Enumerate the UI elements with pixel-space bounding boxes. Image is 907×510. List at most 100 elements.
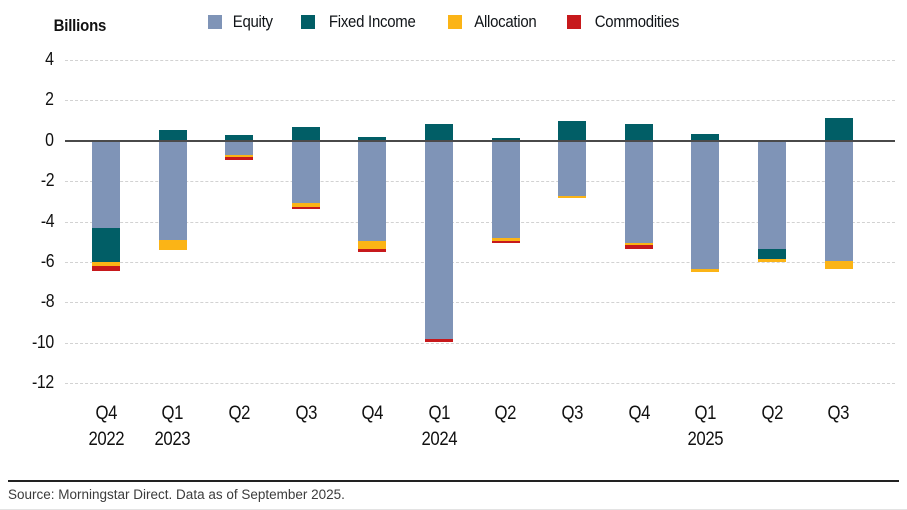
bar-q4-2022-equity	[92, 140, 120, 228]
gridline--12	[65, 383, 895, 384]
x-tick-year: 2023	[154, 429, 191, 450]
legend-swatch-fixed-income-icon	[301, 15, 316, 29]
gridline--2	[65, 181, 895, 183]
legend-swatch-allocation-icon	[447, 15, 462, 29]
legend-label-text: Equity	[232, 12, 273, 31]
bar-q4-2023-allocation	[358, 240, 387, 249]
x-tick-quarter: Q2	[494, 403, 517, 424]
x-tick-quarter: Q3	[827, 403, 850, 424]
zero-axis-line	[65, 139, 895, 142]
x-tick-quarter: Q3	[294, 403, 317, 424]
bar-q4-2024-commodities	[624, 244, 653, 249]
legend-swatch-equity-icon	[208, 15, 222, 29]
y-tick-text: -10	[32, 331, 54, 352]
x-tick-label-q2: Q2	[204, 401, 274, 427]
source-divider-rule	[8, 480, 899, 482]
y-tick-text: -12	[32, 372, 54, 392]
bar-q2-2024-commodities	[491, 240, 520, 243]
bar-q1-2023-equity	[158, 140, 187, 240]
y-tick-text: -2	[40, 170, 55, 191]
bar-q1-2024-fixed-income	[425, 123, 453, 141]
bar-q4-2023-commodities	[358, 248, 387, 252]
bar-q3-2023-fixed-income	[291, 126, 320, 141]
legend-label: Fixed Income	[323, 12, 421, 32]
bar-q2-2025-equity	[758, 140, 786, 249]
bar-q4-2022-commodities	[92, 265, 120, 271]
y-tick-text: -6	[40, 250, 55, 271]
y-tick-label--12: -12	[8, 372, 54, 393]
bar-q3-2025-equity	[824, 140, 853, 261]
bar-q1-2025-fixed-income	[691, 133, 720, 141]
legend-item-commodities: Commodities	[566, 12, 685, 32]
x-tick-label-q3: Q3	[271, 401, 341, 427]
bar-q3-2023-commodities	[291, 207, 320, 210]
x-tick-label-q2: Q2	[737, 401, 807, 427]
bar-q4-2022-allocation	[92, 261, 120, 266]
bar-q1-2024-commodities	[425, 338, 453, 342]
gridline--4	[65, 221, 895, 223]
y-tick-text: 4	[45, 49, 55, 69]
x-tick-quarter: Q4	[627, 403, 650, 424]
x-tick-label-q4-2022: Q4 2022	[71, 401, 141, 453]
bar-q3-2024-allocation	[558, 196, 587, 199]
y-axis-unit-label: Billions	[50, 16, 110, 36]
bar-q3-2024-fixed-income	[558, 120, 587, 141]
bar-q2-2023-commodities	[225, 156, 254, 160]
y-tick-label--6: -6	[8, 250, 55, 272]
legend-label-text: Commodities	[594, 12, 679, 31]
bar-q2-2024-equity	[491, 140, 520, 238]
legend-label: Allocation	[470, 12, 541, 32]
x-tick-year: 2025	[687, 429, 724, 450]
bar-q2-2023-fixed-income	[225, 134, 254, 141]
bar-q4-2023-equity	[358, 140, 387, 241]
chart-legend: Equity Fixed Income Allocation Commodities	[208, 12, 685, 32]
x-tick-quarter: Q1	[161, 403, 184, 424]
bar-q1-2023-fixed-income	[158, 129, 187, 141]
legend-item-equity: Equity	[208, 12, 275, 32]
bar-q3-2023-allocation	[291, 203, 320, 208]
legend-label-text: Allocation	[474, 12, 537, 31]
x-tick-quarter: Q4	[95, 403, 117, 424]
bar-q3-2023-equity	[291, 140, 320, 204]
bar-q2-2025-fixed-income	[758, 248, 786, 259]
legend-swatch-commodities-icon	[566, 15, 581, 29]
bar-q1-2023-allocation	[158, 239, 187, 250]
bar-q4-2022-fixed-income	[92, 227, 120, 262]
legend-item-allocation: Allocation	[447, 12, 541, 32]
gridline--10	[65, 342, 895, 344]
y-tick-label--8: -8	[8, 291, 55, 312]
bar-q4-2024-allocation	[624, 242, 653, 245]
bar-q1-2025-equity	[691, 140, 720, 269]
legend-label-text: Fixed Income	[329, 12, 416, 31]
legend-item-fixed-income: Fixed Income	[301, 12, 421, 32]
gridline-2	[65, 100, 895, 102]
x-tick-label-q1-2025: Q1 2025	[670, 401, 740, 453]
bar-q2-2023-equity	[225, 140, 254, 155]
y-tick-label-0: 0	[8, 129, 55, 151]
x-tick-label-q1-2023: Q1 2023	[138, 401, 208, 453]
y-tick-label-2: 2	[8, 89, 55, 110]
source-note: Source: Morningstar Direct. Data as of S…	[8, 487, 345, 502]
bar-q4-2023-fixed-income	[358, 136, 387, 141]
bar-q2-2024-allocation	[491, 237, 520, 241]
y-axis-unit-text: Billions	[53, 16, 107, 35]
bar-q3-2024-equity	[558, 140, 587, 197]
y-tick-label--10: -10	[8, 332, 54, 353]
x-tick-quarter: Q2	[761, 403, 783, 424]
x-tick-quarter: Q3	[561, 403, 583, 424]
legend-label: Equity	[230, 12, 275, 32]
x-tick-year: 2024	[421, 429, 457, 450]
plot-area	[65, 60, 895, 384]
bar-q1-2025-allocation	[691, 268, 720, 272]
x-tick-quarter: Q4	[361, 403, 384, 424]
y-tick-text: 0	[45, 129, 55, 150]
x-tick-quarter: Q1	[428, 403, 450, 424]
bar-q2-2023-allocation	[225, 154, 254, 157]
y-tick-label-4: 4	[8, 49, 55, 70]
bar-q3-2025-fixed-income	[824, 117, 853, 141]
bar-q3-2025-allocation	[824, 260, 853, 269]
legend-label: Commodities	[589, 12, 685, 32]
y-tick-text: 2	[45, 89, 55, 110]
bar-q4-2024-fixed-income	[624, 123, 653, 141]
